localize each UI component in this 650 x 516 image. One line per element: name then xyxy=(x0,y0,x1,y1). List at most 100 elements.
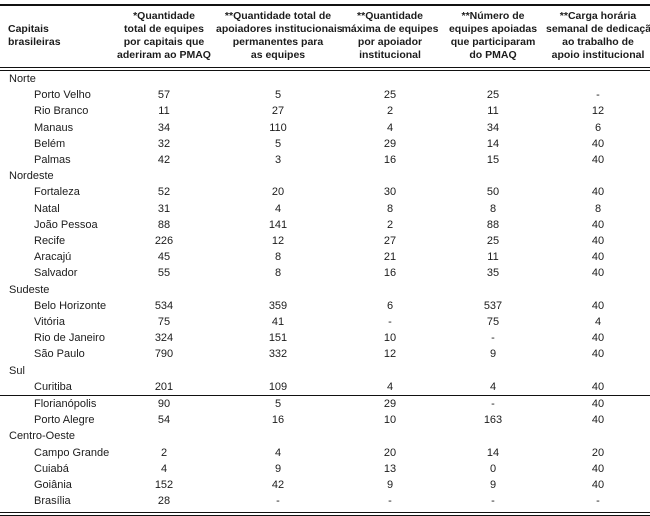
value-cell: 40 xyxy=(591,332,605,345)
region-row: Sudeste xyxy=(0,282,650,298)
capital-name-cell: Belo Horizonte xyxy=(34,299,107,312)
capital-name-cell: Florianópolis xyxy=(34,398,97,411)
value-cell: 359 xyxy=(268,299,288,312)
table-row: João Pessoa 88 141 2 88 40 xyxy=(0,217,650,233)
value-cell: 40 xyxy=(591,154,605,167)
table-row: Campo Grande 2 4 20 14 20 xyxy=(0,445,650,461)
value-cell: 9 xyxy=(489,479,497,492)
value-cell: 13 xyxy=(383,462,397,475)
value-cell: 40 xyxy=(591,398,605,411)
value-cell: 9 xyxy=(489,348,497,361)
value-cell: 40 xyxy=(591,186,605,199)
value-cell: 8 xyxy=(489,202,497,215)
value-cell: - xyxy=(491,495,495,508)
region-label: Centro-Oeste xyxy=(9,430,76,443)
value-cell: 14 xyxy=(486,137,500,150)
value-cell: 790 xyxy=(154,348,174,361)
value-cell: 5 xyxy=(274,137,282,150)
value-cell: 45 xyxy=(157,251,171,264)
capital-name-cell: Curitiba xyxy=(0,378,112,397)
region-row: Norte xyxy=(0,69,650,87)
value-cell: 109 xyxy=(216,378,340,397)
value-cell: 50 xyxy=(486,186,500,199)
column-header-equipes-apoiadas: **Número de equipes apoiadas que partici… xyxy=(440,5,546,71)
capital-name-cell: Porto Alegre xyxy=(34,414,95,427)
value-cell: 40 xyxy=(591,348,605,361)
table-header: Capitais brasileiras *Quantidade total d… xyxy=(0,5,650,71)
value-cell: 537 xyxy=(483,299,503,312)
value-cell: 163 xyxy=(483,414,503,427)
value-cell: 0 xyxy=(489,462,497,475)
value-cell: 2 xyxy=(386,218,394,231)
table-row: Natal 31 4 8 8 8 xyxy=(0,201,650,217)
value-cell: 88 xyxy=(486,218,500,231)
column-header-max-equipes-apoiador: **Quantidade máxima de equipes por apoia… xyxy=(340,5,440,71)
value-cell: 4 xyxy=(160,462,168,475)
value-cell: 40 xyxy=(591,462,605,475)
capital-name-cell: São Paulo xyxy=(34,348,85,361)
capital-name-cell: Brasília xyxy=(34,495,71,508)
value-cell: 29 xyxy=(383,137,397,150)
table-row: Manaus 34 110 4 34 6 xyxy=(0,120,650,136)
value-cell: - xyxy=(596,495,600,508)
table-body: Norte Porto Velho 57 5 25 25- Rio Branco 11 27 2 1… xyxy=(0,69,650,514)
value-cell: 5 xyxy=(274,398,282,411)
value-cell: - xyxy=(388,316,392,329)
column-header-carga-horaria: **Carga horária semanal de dedicação ao … xyxy=(546,5,650,71)
value-cell: 4 xyxy=(594,316,602,329)
value-cell: - xyxy=(491,332,495,345)
capital-name-cell: Campo Grande xyxy=(34,446,110,459)
region-row: Centro-Oeste xyxy=(0,428,650,444)
table-row: Belo Horizonte 534 359 6 537 40 xyxy=(0,298,650,314)
value-cell: 226 xyxy=(154,235,174,248)
table-row: Curitiba 201 109 4 4 40 xyxy=(0,378,650,397)
capital-name-cell: Fortaleza xyxy=(34,186,80,199)
value-cell: 20 xyxy=(271,186,285,199)
value-cell: 3 xyxy=(274,154,282,167)
value-cell: 40 xyxy=(591,267,605,280)
value-cell: 20 xyxy=(383,446,397,459)
value-cell: 16 xyxy=(383,154,397,167)
value-cell: 41 xyxy=(271,316,285,329)
value-cell: 40 xyxy=(591,479,605,492)
table-row: Fortaleza 52 20 30 50 40 xyxy=(0,184,650,200)
value-cell: 152 xyxy=(154,479,174,492)
value-cell: 10 xyxy=(383,414,397,427)
value-cell: 10 xyxy=(383,332,397,345)
value-cell: 11 xyxy=(158,105,170,118)
value-cell: 11 xyxy=(487,251,499,264)
table-row: Salvador 55 8 16 35 40 xyxy=(0,265,650,281)
value-cell: 8 xyxy=(594,202,602,215)
capital-name-cell: Vitória xyxy=(34,316,65,329)
table-row: Aracajú 45 8 21 11 40 xyxy=(0,249,650,265)
value-cell: 34 xyxy=(486,121,500,134)
value-cell: 4 xyxy=(274,446,282,459)
value-cell: 12 xyxy=(383,348,397,361)
column-header-capitals: Capitais brasileiras xyxy=(0,5,112,71)
value-cell: 2 xyxy=(160,446,168,459)
value-cell: 90 xyxy=(157,398,171,411)
header-row: Capitais brasileiras *Quantidade total d… xyxy=(0,5,650,71)
value-cell: 8 xyxy=(274,267,282,280)
value-cell: 151 xyxy=(268,332,288,345)
capital-name-cell: Recife xyxy=(34,235,66,248)
value-cell: 14 xyxy=(486,446,500,459)
value-cell: 25 xyxy=(486,89,500,102)
value-cell: 40 xyxy=(591,251,605,264)
value-cell: 40 xyxy=(546,378,650,397)
value-cell: 4 xyxy=(386,121,394,134)
value-cell: 6 xyxy=(594,121,602,134)
column-header-apoiadores-permanentes: **Quantidade total de apoiadores institu… xyxy=(216,5,343,71)
region-label: Norte xyxy=(9,73,36,85)
value-cell: 31 xyxy=(157,202,171,215)
region-label: Sul xyxy=(9,364,25,377)
value-cell: 201 xyxy=(112,378,216,397)
value-cell: 34 xyxy=(157,121,171,134)
capital-name-cell: Salvador xyxy=(34,267,78,280)
table-row: Goiânia 152 42 9 9 40 xyxy=(0,477,650,493)
value-cell: 6 xyxy=(386,299,394,312)
capital-name-cell: Aracajú xyxy=(34,251,72,264)
capital-name-cell: Cuiabá xyxy=(34,462,69,475)
value-cell: 55 xyxy=(157,267,171,280)
value-cell: 4 xyxy=(274,202,282,215)
